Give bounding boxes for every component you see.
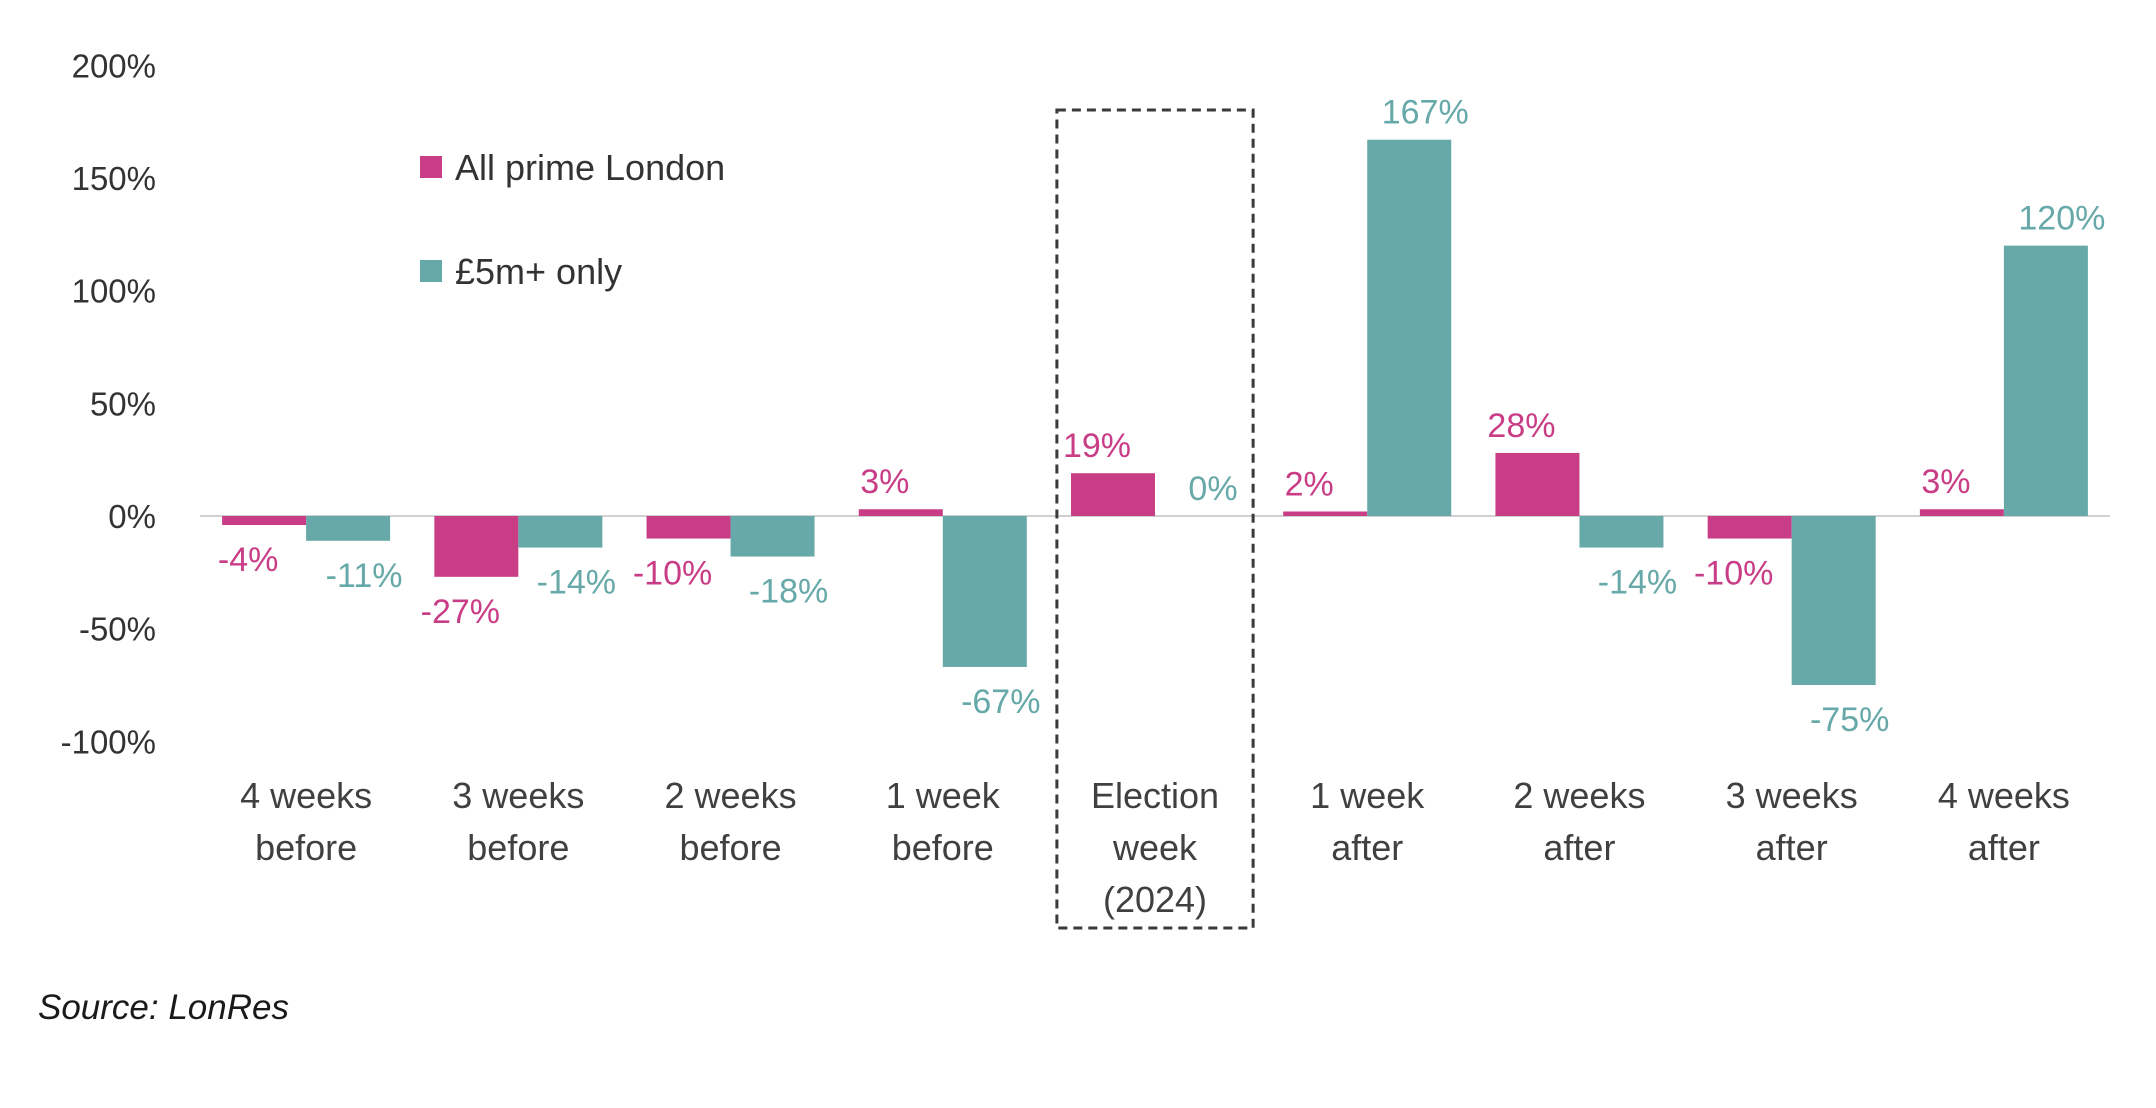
bar-all-prime-london: [858, 509, 943, 516]
category-labels-layer: 4 weeks before 3 weeks before 2 weeks before 1…: [240, 775, 2070, 920]
bar-all-prime-london: [1071, 473, 1155, 516]
data-labels-layer: -4% -11% -27% -14% -10% -18% 3% -67% 19% 0% 2% 167%…: [218, 94, 2105, 739]
data-label-5m-plus-only: -18%: [749, 573, 828, 611]
category-label: before: [680, 827, 782, 868]
data-label-all-prime-london: -10%: [633, 555, 712, 593]
y-tick-label: 100%: [72, 273, 156, 310]
bar-all-prime-london: [1495, 452, 1580, 516]
data-label-all-prime-london: 19%: [1063, 427, 1131, 465]
data-label-all-prime-london: 28%: [1487, 407, 1555, 445]
data-label-all-prime-london: 3%: [860, 463, 909, 501]
bar-all-prime-london: [1919, 509, 2004, 516]
category-label: 4 weeks: [240, 775, 372, 816]
bars-layer: [222, 139, 2088, 685]
category-label: 4 weeks: [1938, 775, 2070, 816]
data-label-all-prime-london: 2%: [1285, 465, 1334, 503]
bar-5m-plus-only: [306, 516, 391, 541]
y-tick-label: -100%: [61, 723, 156, 760]
data-label-5m-plus-only: -11%: [326, 557, 403, 595]
legend: All prime London £5m+ only: [420, 147, 725, 292]
category-label: 1 week: [1310, 775, 1425, 816]
category-label: after: [1756, 827, 1828, 868]
category-label: 2 weeks: [1513, 775, 1645, 816]
data-label-5m-plus-only: -75%: [1810, 701, 1889, 739]
data-label-5m-plus-only: 167%: [1382, 94, 1469, 132]
category-label: Election: [1091, 775, 1219, 816]
bar-all-prime-london: [646, 516, 731, 539]
data-label-all-prime-london: 3%: [1921, 463, 1970, 501]
data-label-all-prime-london: -4%: [218, 541, 278, 579]
data-label-all-prime-london: -27%: [421, 593, 500, 631]
bar-5m-plus-only: [518, 516, 603, 548]
bar-5m-plus-only: [1579, 516, 1664, 548]
category-label: after: [1331, 827, 1403, 868]
bar-all-prime-london: [222, 516, 307, 526]
y-tick-label: 150%: [72, 160, 156, 197]
category-label: after: [1543, 827, 1615, 868]
legend-label-5m-plus-only: £5m+ only: [455, 251, 622, 292]
bar-5m-plus-only: [1791, 516, 1876, 685]
data-label-5m-plus-only: 120%: [2018, 200, 2105, 238]
data-label-5m-plus-only: -67%: [961, 683, 1040, 721]
bar-5m-plus-only: [730, 516, 815, 557]
election-week-highlight-box: [1055, 108, 1255, 930]
legend-swatch-all-prime-london: [420, 156, 442, 178]
bar-all-prime-london: [434, 516, 519, 577]
bar-all-prime-london: [1707, 516, 1792, 539]
bar-all-prime-london: [1283, 511, 1368, 516]
category-label: 1 week: [886, 775, 1001, 816]
category-label: 2 weeks: [665, 775, 797, 816]
data-label-5m-plus-only: -14%: [1598, 564, 1677, 602]
category-label: week: [1112, 827, 1198, 868]
category-label: before: [892, 827, 994, 868]
bar-5m-plus-only: [942, 516, 1027, 667]
data-label-5m-plus-only: 0%: [1188, 470, 1237, 508]
category-label: (2024): [1103, 879, 1207, 920]
category-label: 3 weeks: [452, 775, 584, 816]
bar-5m-plus-only: [2003, 245, 2088, 516]
category-label: after: [1968, 827, 2040, 868]
y-tick-label: 50%: [90, 385, 156, 422]
y-tick-label: -50%: [79, 611, 156, 648]
legend-swatch-5m-plus-only: [420, 260, 442, 282]
y-tick-label: 200%: [72, 47, 156, 84]
data-label-all-prime-london: -10%: [1694, 555, 1773, 593]
data-label-5m-plus-only: -14%: [537, 564, 616, 602]
category-label: before: [255, 827, 357, 868]
source-note: Source: LonRes: [38, 988, 289, 1027]
bar-5m-plus-only: [1367, 139, 1452, 516]
legend-label-all-prime-london: All prime London: [455, 147, 725, 188]
category-label: before: [467, 827, 569, 868]
y-tick-label: 0%: [108, 498, 156, 535]
category-label: 3 weeks: [1726, 775, 1858, 816]
